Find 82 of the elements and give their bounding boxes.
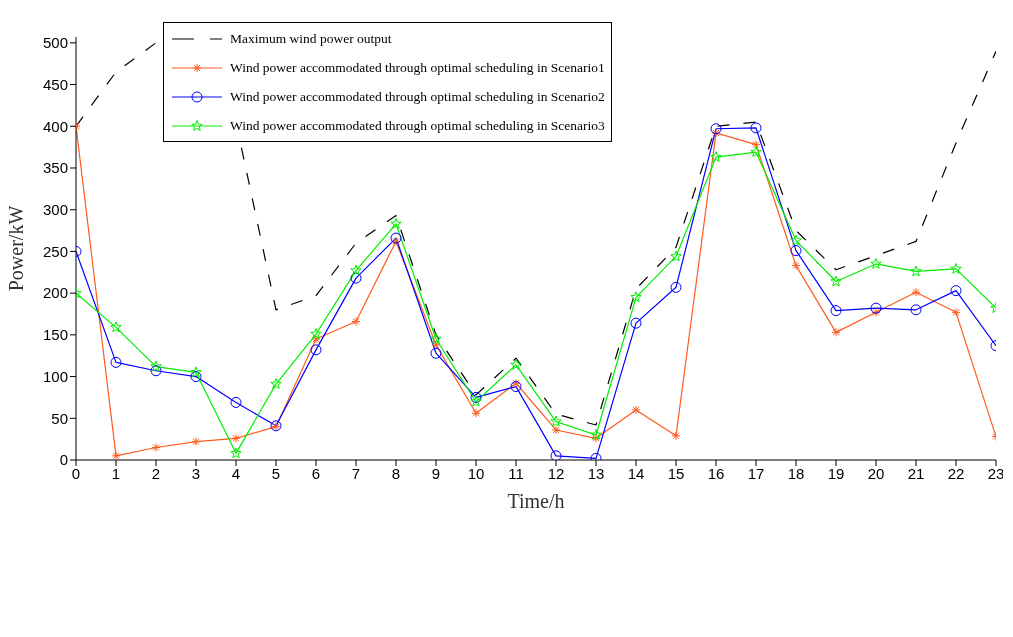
y-axis-title: Power/kW [5, 205, 28, 292]
y-tick-label: 150 [42, 326, 68, 344]
point [390, 232, 402, 244]
point [550, 450, 562, 460]
y-tick-label: 200 [42, 284, 68, 302]
x-tick-label: 4 [231, 464, 241, 482]
point [750, 122, 762, 134]
point [870, 257, 882, 269]
point [630, 291, 642, 303]
x-tick-label: 0 [71, 464, 81, 482]
point [390, 217, 402, 229]
point [270, 378, 282, 390]
point [310, 344, 322, 356]
point [710, 123, 722, 135]
point [350, 264, 362, 276]
point [110, 321, 122, 333]
x-tick-label: 2 [151, 464, 161, 482]
point [870, 302, 882, 314]
y-tick-label: 0 [59, 451, 68, 469]
y-tick-label: 300 [42, 201, 68, 219]
point [310, 328, 322, 339]
y-tick-label: 400 [42, 117, 68, 135]
x-tick-label: 16 [707, 464, 725, 482]
x-tick-label: 19 [827, 464, 845, 482]
point [750, 146, 762, 158]
x-tick-label: 11 [508, 464, 524, 482]
point [630, 317, 642, 329]
point [190, 366, 202, 378]
point [430, 347, 442, 359]
point [790, 234, 802, 246]
legend-label: Maximum wind power output [230, 30, 392, 47]
x-tick-label: 22 [947, 464, 965, 482]
point [790, 245, 802, 257]
point [510, 381, 522, 393]
point [670, 281, 682, 293]
x-tick-label: 10 [467, 464, 485, 482]
x-tick-label: 1 [111, 464, 121, 482]
point [190, 371, 202, 383]
legend-label: Wind power accommodated through optimal scheduling in Scenario1 [230, 59, 605, 76]
x-tick-label: 3 [191, 464, 201, 482]
x-tick-label: 21 [907, 464, 925, 482]
point [150, 360, 162, 372]
x-tick-label: 13 [587, 464, 605, 482]
point [430, 333, 442, 344]
point [910, 265, 922, 277]
point [950, 262, 962, 274]
y-tick-label: 100 [42, 367, 68, 385]
y-tick-label: 250 [42, 242, 68, 260]
point [830, 305, 842, 317]
x-tick-label: 17 [747, 464, 765, 482]
x-tick-label: 20 [867, 464, 885, 482]
point [470, 395, 482, 407]
legend-label: Wind power accommodated through optimal scheduling in Scenario3 [230, 117, 605, 134]
x-tick-label: 23 [987, 464, 1005, 482]
point [230, 396, 242, 408]
point [710, 151, 722, 163]
x-tick-label: 14 [627, 464, 645, 482]
y-tick-label: 450 [42, 75, 68, 93]
point [110, 356, 122, 368]
point [550, 415, 562, 427]
point [470, 391, 482, 403]
point [910, 304, 922, 316]
point [590, 428, 602, 440]
point [150, 365, 162, 377]
x-tick-label: 5 [271, 464, 281, 482]
x-tick-label: 7 [351, 464, 361, 482]
point [510, 358, 522, 370]
point [830, 275, 842, 287]
x-tick-label: 18 [787, 464, 805, 482]
x-axis-title: Time/h [507, 490, 565, 512]
point [950, 285, 962, 297]
x-tick-label: 15 [667, 464, 685, 482]
y-tick-label: 50 [51, 409, 68, 427]
point [670, 250, 682, 262]
x-tick-label: 9 [431, 464, 441, 482]
x-tick-label: 12 [547, 464, 565, 482]
x-tick-label: 8 [391, 464, 401, 482]
x-tick-label: 6 [311, 464, 321, 482]
point [230, 447, 242, 459]
y-tick-label: 350 [42, 159, 68, 177]
y-tick-label: 500 [42, 34, 68, 52]
legend-label: Wind power accommodated through optimal scheduling in Scenario2 [230, 88, 605, 105]
